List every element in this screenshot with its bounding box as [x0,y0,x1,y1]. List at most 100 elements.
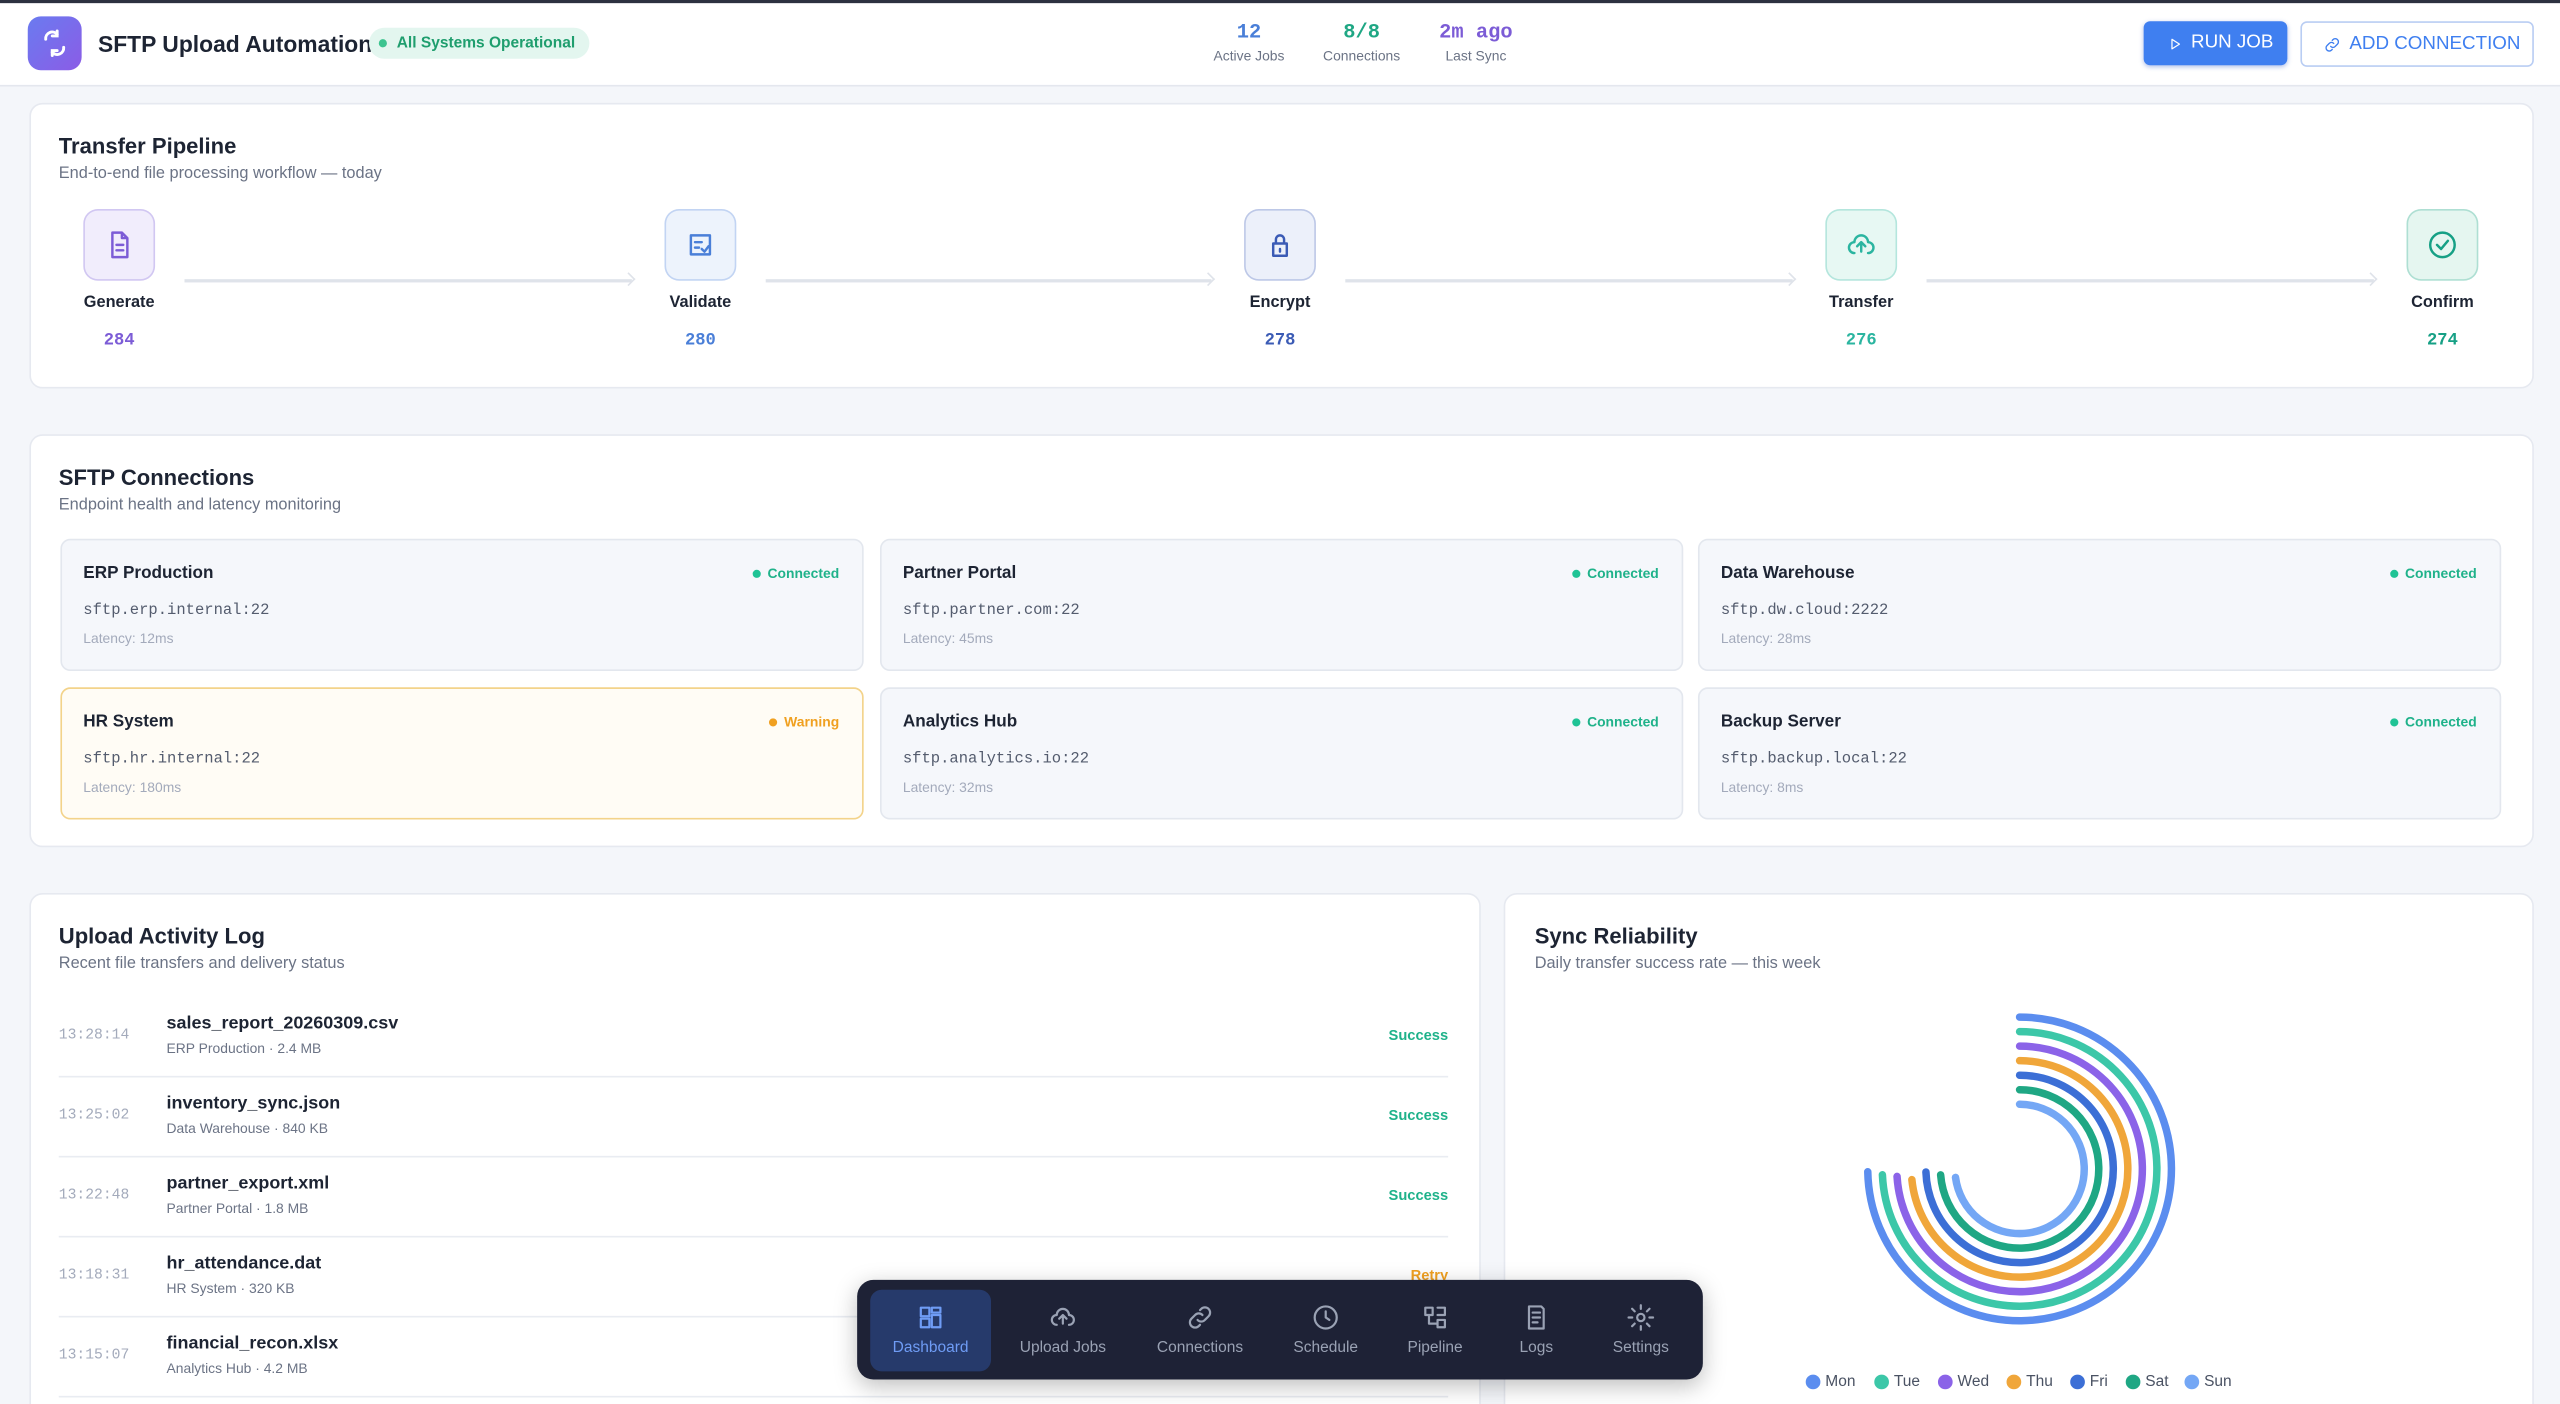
icon-shape [1424,1306,1446,1329]
stat-value: 2m ago [1439,21,1513,45]
connection-status: Connected [1572,565,1659,581]
legend-label: Sun [2204,1372,2232,1391]
icon [111,231,129,259]
run-job-button[interactable]: RUN JOB [2143,21,2288,66]
log-status: Success [1388,1186,1449,1204]
section-subtitle: Recent file transfers and delivery statu… [58,955,345,974]
pipeline-arrow [765,272,1216,287]
stat-value: 12 [1236,21,1262,45]
nav-label: Settings [1612,1338,1669,1357]
stage-count: 276 [1845,331,1877,352]
legend-label: Fri [2089,1372,2108,1391]
stage-icon [83,208,156,281]
log-file: inventory_sync.json [166,1093,341,1114]
icon [2171,37,2181,49]
add-connection-button[interactable]: ADD CONNECTION [2300,21,2534,67]
nav-item[interactable]: Dashboard [870,1289,992,1372]
connection-host: sftp.backup.local:22 [1720,749,1907,768]
log-time: 13:15:07 [58,1346,130,1364]
connection-card: Data Warehouse Connected sftp.dw.cloud:222… [1697,538,2502,671]
stage-count: 280 [684,331,716,352]
stage-label: Transfer [1829,293,1894,312]
nav-item[interactable]: Logs [1476,1290,1597,1372]
icon [1424,1306,1446,1329]
status-dot [752,568,761,578]
app-title: SFTP Upload Automation [97,31,373,58]
legend-swatch [2070,1374,2085,1390]
connection-latency: Latency: 28ms [1720,630,1812,647]
legend-label: Wed [1957,1372,1990,1391]
icon [2325,37,2340,51]
connection-status: Connected [1572,713,1659,730]
stage-icon [664,208,737,281]
connection-latency: Latency: 45ms [902,630,994,647]
icon-shape [1050,1307,1075,1326]
pipeline-arrow [1926,272,2378,287]
nav-label: Pipeline [1407,1338,1463,1357]
icon [1627,1304,1655,1331]
connection-latency: Latency: 180ms [83,778,182,796]
top-edge [0,0,2560,4]
legend-label: Tue [1893,1372,1921,1391]
nav-item[interactable]: Schedule [1265,1290,1386,1372]
status-dot [378,39,387,48]
icon-shape [111,231,129,259]
log-divider [58,1315,1449,1318]
stat-label: Active Jobs [1213,47,1285,64]
nav-item[interactable]: Settings [1580,1290,1701,1372]
icon-shape [2428,231,2456,259]
connection-host: sftp.partner.com:22 [902,600,1080,619]
log-meta: Partner Portal · 1.8 MB [166,1199,309,1217]
legend-swatch [2184,1374,2200,1390]
connection-name: HR System [83,711,174,732]
icon [1188,1306,1212,1329]
nav-item[interactable]: Upload Jobs [1002,1290,1123,1372]
log-meta: HR System · 320 KB [166,1279,295,1297]
ring [1922,1071,2117,1267]
status-dot [2390,717,2399,726]
legend-label: Thu [2026,1372,2053,1391]
log-time: 13:22:48 [58,1186,130,1204]
icon [919,1306,942,1329]
nav-item[interactable]: Pipeline [1375,1290,1496,1372]
nav-item[interactable]: Connections [1140,1290,1261,1372]
connection-status: Connected [752,565,839,581]
icon [1847,234,1875,255]
icon-shape [689,234,712,256]
nav-label: Upload Jobs [1019,1338,1106,1357]
ring [1951,1100,2088,1238]
section-subtitle: End-to-end file processing workflow — to… [58,164,382,183]
chart [1864,1013,2176,1325]
icon-shape [1271,234,1289,257]
logo-icon [44,29,66,57]
section-subtitle: Endpoint health and latency monitoring [58,496,342,515]
stage-count: 284 [103,331,135,352]
section-title: Sync Reliability [1534,924,1698,949]
log-file: partner_export.xml [166,1173,330,1194]
connection-latency: Latency: 32ms [902,778,994,796]
icon-shape [919,1306,942,1329]
connection-card: ERP Production Connected sftp.erp.internal… [60,538,864,671]
nav-label: Dashboard [892,1338,969,1357]
icon [1050,1307,1075,1326]
icon-shape [1313,1305,1338,1330]
section-title: SFTP Connections [58,465,255,490]
connection-host: sftp.analytics.io:22 [902,749,1090,768]
log-meta: Analytics Hub · 4.2 MB [166,1359,308,1377]
stage-icon [2406,208,2479,281]
nav-label: Schedule [1293,1338,1359,1357]
nav-label: Connections [1156,1338,1244,1357]
connection-name: Analytics Hub [902,711,1018,732]
status-badge: All Systems Operational [368,27,590,59]
status-dot [1572,717,1581,726]
legend-swatch [2125,1374,2141,1390]
connection-card: HR System Warning sftp.hr.internal:22 Laten… [60,687,864,820]
icon-shape [1847,234,1875,255]
stage-count: 274 [2427,331,2458,352]
log-status: Success [1388,1106,1449,1124]
log-time: 13:25:02 [58,1106,130,1124]
connection-card: Partner Portal Connected sftp.partner.com:… [879,538,1684,671]
stat-label: Connections [1323,47,1401,64]
bottom-nav: Dashboard Upload Jobs Connections Schedule P… [857,1279,1703,1380]
